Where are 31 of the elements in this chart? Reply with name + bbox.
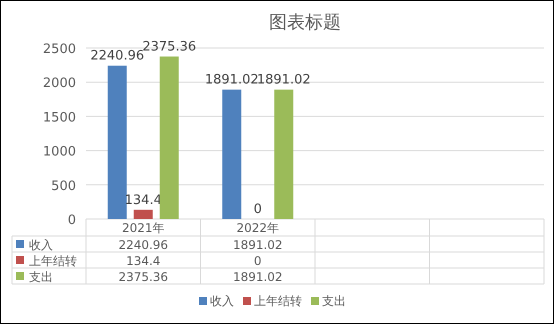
table-value: 0 (254, 254, 262, 268)
value-label: 2240.96 (90, 48, 144, 64)
title: 图表标题 (269, 12, 341, 33)
y-tick-label: 2500 (42, 42, 76, 57)
row-name: 收入 (29, 238, 53, 252)
y-tick-label: 2000 (42, 76, 76, 92)
value-label: 1891.02 (256, 72, 311, 88)
bar (160, 56, 179, 219)
bar (222, 90, 242, 219)
bar (108, 66, 127, 219)
x-label: 2021年 (122, 221, 165, 235)
row-name: 支出 (29, 270, 53, 284)
table-value: 1891.02 (232, 270, 283, 284)
value-label: 1891.02 (204, 72, 259, 88)
bar (274, 90, 294, 219)
y-tick-label: 500 (51, 178, 76, 194)
y-tick-label: 1500 (42, 110, 76, 126)
y-tick-label: 0 (68, 213, 76, 228)
table-value: 134.4 (126, 254, 160, 268)
x-label: 2022年 (236, 221, 280, 235)
value-label: 0 (254, 202, 262, 217)
legend-label: 支出 (322, 294, 346, 308)
value-label: 2375.36 (142, 40, 196, 55)
table-value: 2240.96 (118, 238, 168, 252)
table-value: 2375.36 (118, 270, 168, 284)
y-tick-label: 1000 (42, 144, 76, 160)
bar (134, 210, 153, 219)
row-name: 上年结转 (29, 254, 77, 268)
legend-label: 收入 (210, 294, 234, 308)
legend-label: 上年结转 (254, 294, 302, 308)
table-value: 1891.02 (232, 238, 283, 252)
